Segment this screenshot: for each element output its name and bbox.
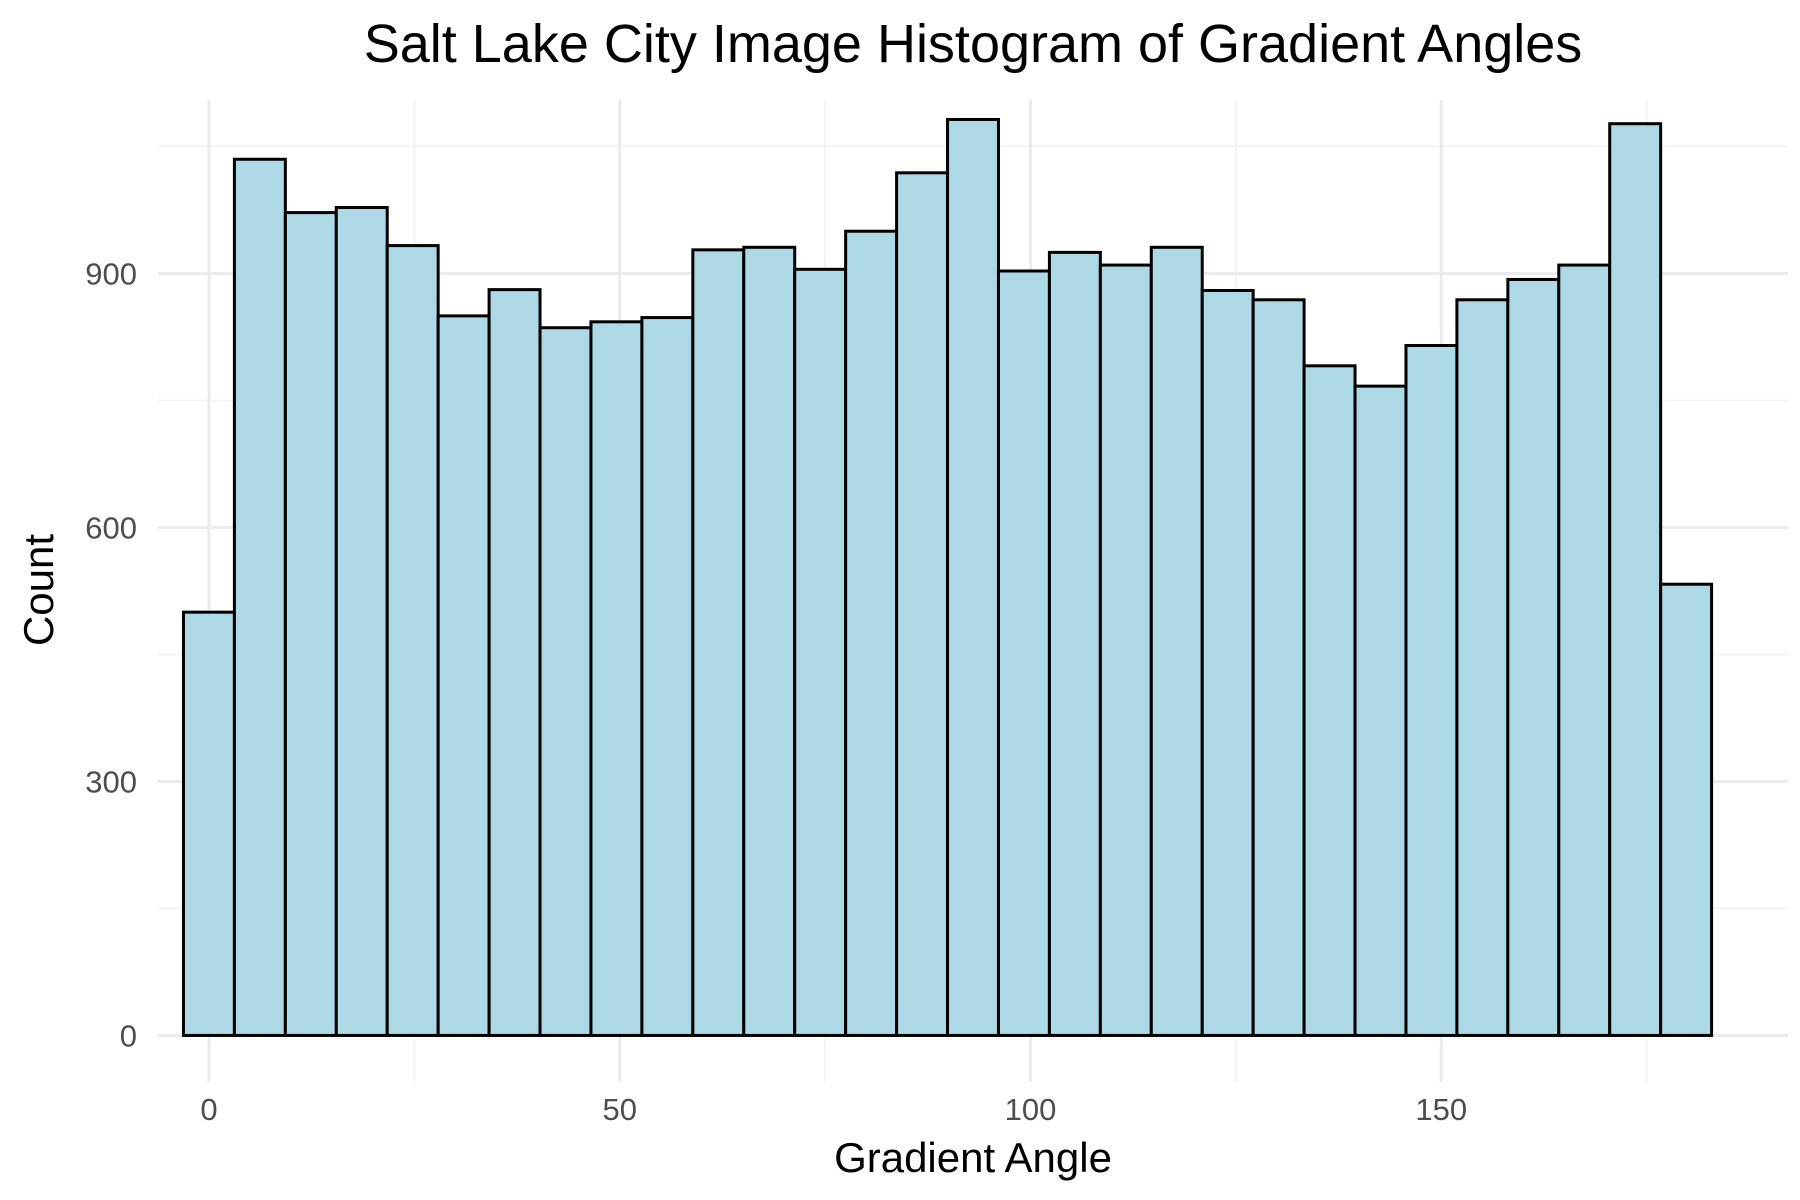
- chart-title: Salt Lake City Image Histogram of Gradie…: [364, 14, 1583, 74]
- x-tick-label: 0: [200, 1092, 217, 1127]
- histogram-bar: [1353, 384, 1408, 1037]
- histogram-bar: [538, 326, 593, 1037]
- x-tick-label: 100: [1005, 1092, 1057, 1127]
- y-tick-label: 900: [85, 257, 137, 292]
- histogram-bar: [1506, 277, 1561, 1037]
- histogram-bar: [1149, 245, 1204, 1037]
- histogram-bar: [589, 320, 644, 1037]
- histogram-bar: [742, 245, 797, 1037]
- x-tick-label: 150: [1415, 1092, 1467, 1127]
- y-tick-label: 300: [85, 764, 137, 799]
- histogram-bar: [946, 117, 1000, 1037]
- histogram-bar: [1608, 122, 1663, 1037]
- histogram-bars: [181, 117, 1714, 1037]
- histogram-bar: [1659, 582, 1714, 1037]
- histogram-bar: [232, 157, 287, 1037]
- x-tick-label: 50: [602, 1092, 636, 1127]
- histogram-bar: [334, 206, 389, 1037]
- histogram-bar: [385, 244, 440, 1037]
- histogram-bar: [1047, 250, 1102, 1037]
- histogram-bar: [1404, 344, 1459, 1037]
- histogram-bar: [640, 316, 695, 1037]
- histogram-bar: [691, 248, 746, 1037]
- histogram-bar: [1557, 263, 1612, 1037]
- histogram-bar: [1302, 364, 1357, 1037]
- histogram-bar: [996, 269, 1051, 1037]
- histogram-bar: [895, 171, 950, 1037]
- histogram-bar: [1200, 288, 1255, 1037]
- histogram-bar: [793, 267, 848, 1037]
- histogram-bar: [181, 610, 236, 1037]
- histogram-bar: [487, 288, 542, 1037]
- y-tick-label: 0: [120, 1018, 137, 1053]
- y-axis-title: Count: [15, 534, 62, 646]
- histogram-bar: [1455, 298, 1510, 1037]
- x-axis-title: Gradient Angle: [834, 1134, 1112, 1181]
- axis-ticks: 0 50 100 150 0 300 600 900: [85, 257, 1467, 1127]
- histogram-bar: [436, 314, 491, 1037]
- histogram-bar: [283, 211, 338, 1037]
- histogram-bar: [1251, 298, 1306, 1037]
- histogram-bar: [1098, 263, 1153, 1037]
- y-tick-label: 600: [85, 511, 137, 546]
- histogram-bar: [844, 229, 899, 1037]
